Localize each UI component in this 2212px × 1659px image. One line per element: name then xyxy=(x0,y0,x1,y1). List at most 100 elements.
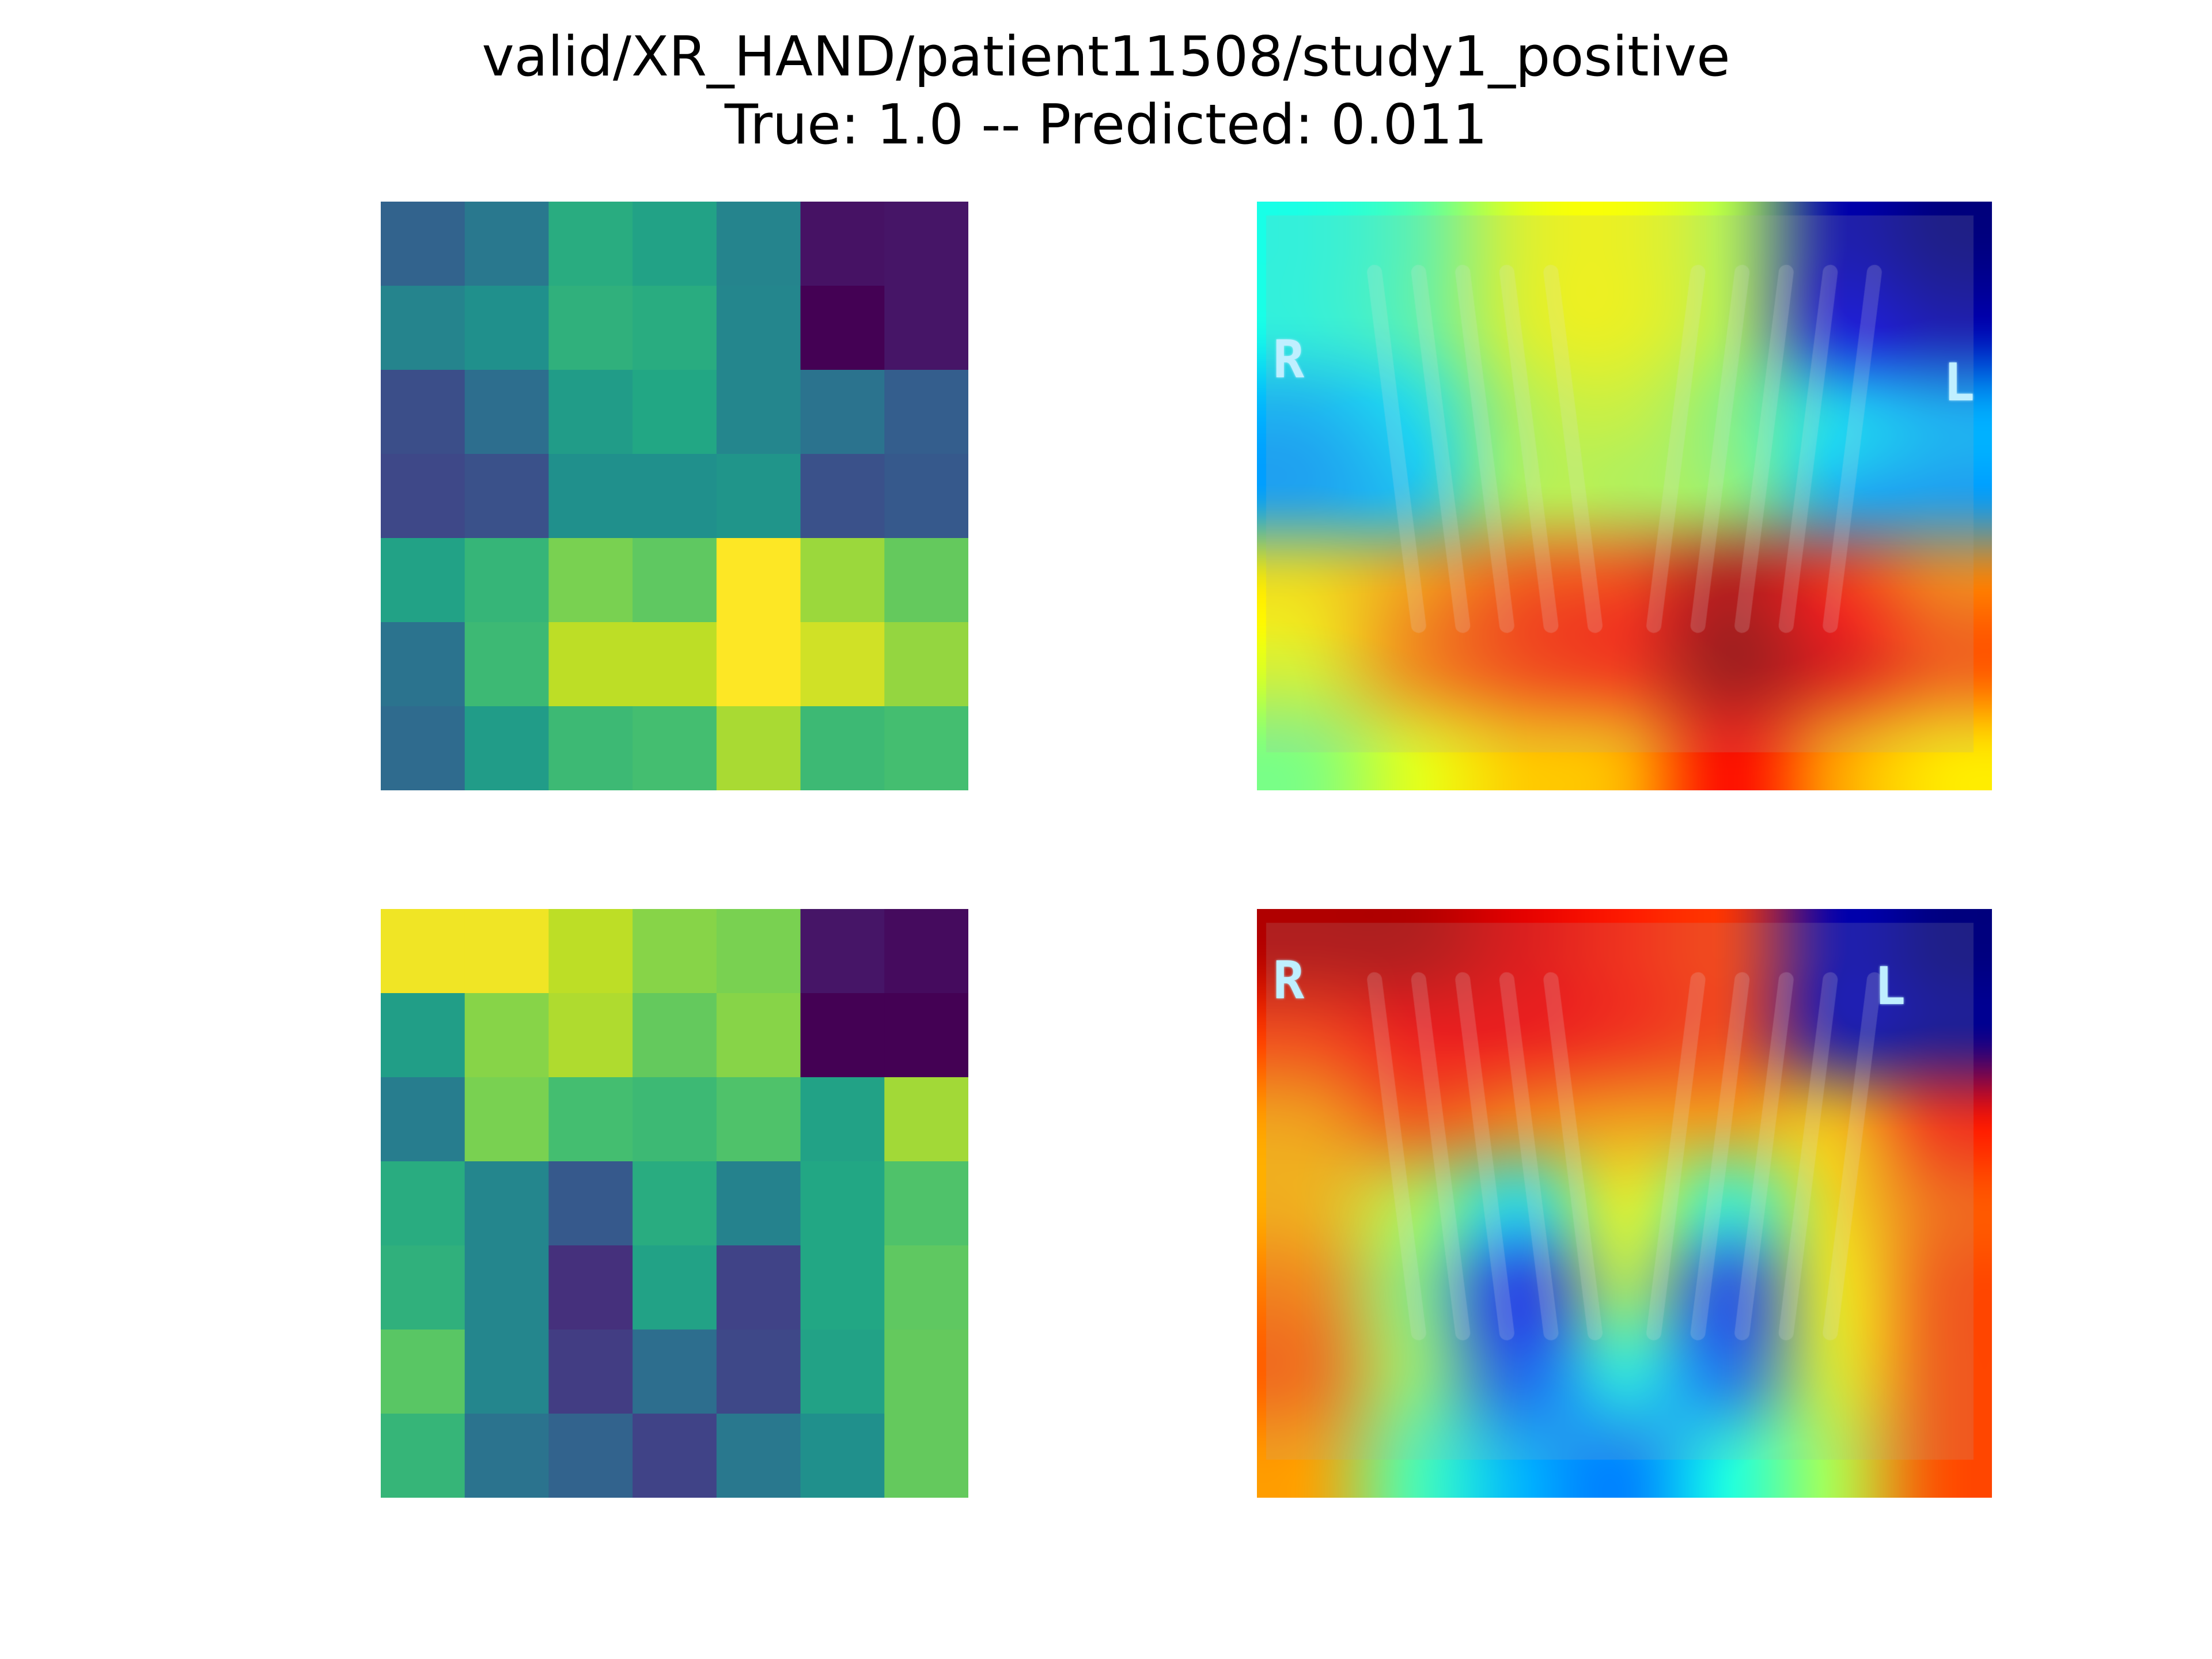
heatmap-bottom-left-cell-r2-c4 xyxy=(716,1077,801,1162)
heatmap-bottom-left-cell-r4-c3 xyxy=(632,1245,717,1330)
heatmap-bottom-left-cell-r0-c2 xyxy=(548,909,633,994)
heatmap-bottom-left-cell-r5-c4 xyxy=(716,1330,801,1414)
heatmap-top-left-cell-r5-c6 xyxy=(884,622,968,707)
heatmap-bottom-left-cell-r3-c0 xyxy=(381,1161,465,1246)
heatmap-bottom-left-cell-r6-c2 xyxy=(548,1414,633,1498)
heatmap-top-left-cell-r3-c2 xyxy=(548,454,633,539)
heatmap-top-left-cell-r2-c6 xyxy=(884,370,968,454)
heatmap-top-left-cell-r0-c2 xyxy=(548,202,633,286)
overlay-bottom-right-marker-r: R xyxy=(1273,950,1305,1011)
heatmap-top-left-cell-r4-c5 xyxy=(800,538,885,623)
heatmap-bottom-left-cell-r1-c0 xyxy=(381,993,465,1078)
heatmap-bottom-left-cell-r6-c1 xyxy=(464,1414,550,1498)
heatmap-top-left-cell-r4-c4 xyxy=(716,538,801,623)
heatmap-top-left-cell-r6-c4 xyxy=(716,706,801,790)
heatmap-top-left-cell-r6-c5 xyxy=(800,706,885,790)
heatmap-top-left-cell-r4-c2 xyxy=(548,538,633,623)
heatmap-top-left-cell-r5-c1 xyxy=(464,622,550,707)
heatmap-top-left-cell-r2-c1 xyxy=(464,370,550,454)
overlay-bottom-right-marker-l: L xyxy=(1874,956,1906,1017)
heatmap-top-left-cell-r4-c1 xyxy=(464,538,550,623)
heatmap-top-left-cell-r6-c3 xyxy=(632,706,717,790)
heatmap-bottom-left-cell-r5-c3 xyxy=(632,1330,717,1414)
heatmap-bottom-left xyxy=(381,909,968,1498)
heatmap-top-left-cell-r6-c0 xyxy=(381,706,465,790)
heatmap-bottom-left-cell-r0-c6 xyxy=(884,909,968,994)
heatmap-bottom-left-cell-r1-c6 xyxy=(884,993,968,1078)
overlay-top-right-marker-l: L xyxy=(1943,353,1975,413)
heatmap-bottom-left-cell-r6-c4 xyxy=(716,1414,801,1498)
heatmap-top-left-cell-r1-c2 xyxy=(548,286,633,370)
heatmap-bottom-left-cell-r2-c5 xyxy=(800,1077,885,1162)
heatmap-bottom-left-cell-r6-c3 xyxy=(632,1414,717,1498)
heatmap-top-left-cell-r6-c6 xyxy=(884,706,968,790)
heatmap-bottom-left-cell-r0-c5 xyxy=(800,909,885,994)
heatmap-top-left-cell-r4-c6 xyxy=(884,538,968,623)
heatmap-bottom-left-cell-r4-c4 xyxy=(716,1245,801,1330)
heatmap-bottom-left-cell-r6-c6 xyxy=(884,1414,968,1498)
heatmap-bottom-left-cell-r2-c1 xyxy=(464,1077,550,1162)
heatmap-top-left-cell-r5-c2 xyxy=(548,622,633,707)
figure-title: valid/XR_HAND/patient11508/study1_positi… xyxy=(0,23,2212,159)
heatmap-bottom-left-cell-r0-c4 xyxy=(716,909,801,994)
heatmap-top-left-cell-r0-c0 xyxy=(381,202,465,286)
heatmap-bottom-left-cell-r5-c0 xyxy=(381,1330,465,1414)
heatmap-bottom-left-cell-r0-c1 xyxy=(464,909,550,994)
heatmap-bottom-left-cell-r2-c2 xyxy=(548,1077,633,1162)
heatmap-top-left-cell-r3-c1 xyxy=(464,454,550,539)
heatmap-top-left-cell-r4-c3 xyxy=(632,538,717,623)
heatmap-top-left-cell-r6-c1 xyxy=(464,706,550,790)
heatmap-bottom-left-cell-r2-c0 xyxy=(381,1077,465,1162)
heatmap-bottom-left-cell-r2-c3 xyxy=(632,1077,717,1162)
heatmap-bottom-left-cell-r4-c2 xyxy=(548,1245,633,1330)
heatmap-top-left-cell-r0-c4 xyxy=(716,202,801,286)
heatmap-bottom-left-cell-r1-c5 xyxy=(800,993,885,1078)
heatmap-bottom-left-cell-r4-c5 xyxy=(800,1245,885,1330)
heatmap-top-left-cell-r5-c5 xyxy=(800,622,885,707)
heatmap-bottom-left-cell-r4-c1 xyxy=(464,1245,550,1330)
heatmap-bottom-left-cell-r3-c2 xyxy=(548,1161,633,1246)
heatmap-top-left-cell-r0-c5 xyxy=(800,202,885,286)
heatmap-bottom-left-cell-r5-c1 xyxy=(464,1330,550,1414)
heatmap-bottom-left-cell-r3-c5 xyxy=(800,1161,885,1246)
heatmap-top-left xyxy=(381,202,968,790)
heatmap-top-left-cell-r5-c4 xyxy=(716,622,801,707)
overlay-top-right-marker-r: R xyxy=(1273,329,1305,390)
heatmap-top-left-cell-r6-c2 xyxy=(548,706,633,790)
heatmap-bottom-left-cell-r6-c5 xyxy=(800,1414,885,1498)
overlay-bottom-right-heat xyxy=(1257,909,1992,1498)
heatmap-top-left-cell-r0-c1 xyxy=(464,202,550,286)
heatmap-top-left-cell-r4-c0 xyxy=(381,538,465,623)
heatmap-top-left-cell-r2-c0 xyxy=(381,370,465,454)
heatmap-bottom-left-cell-r4-c6 xyxy=(884,1245,968,1330)
heatmap-bottom-left-cell-r3-c1 xyxy=(464,1161,550,1246)
heatmap-bottom-left-cell-r5-c2 xyxy=(548,1330,633,1414)
heatmap-top-left-cell-r1-c0 xyxy=(381,286,465,370)
heatmap-top-left-cell-r1-c6 xyxy=(884,286,968,370)
heatmap-top-left-cell-r2-c3 xyxy=(632,370,717,454)
title-line-1: valid/XR_HAND/patient11508/study1_positi… xyxy=(482,25,1730,89)
heatmap-top-left-cell-r3-c6 xyxy=(884,454,968,539)
heatmap-top-left-cell-r1-c5 xyxy=(800,286,885,370)
heatmap-bottom-left-cell-r3-c4 xyxy=(716,1161,801,1246)
heatmap-bottom-left-cell-r6-c0 xyxy=(381,1414,465,1498)
heatmap-bottom-left-cell-r0-c3 xyxy=(632,909,717,994)
title-line-2: True: 1.0 -- Predicted: 0.011 xyxy=(724,93,1488,157)
heatmap-top-left-cell-r3-c3 xyxy=(632,454,717,539)
heatmap-top-left-cell-r0-c3 xyxy=(632,202,717,286)
heatmap-top-left-cell-r5-c3 xyxy=(632,622,717,707)
heatmap-top-left-cell-r2-c4 xyxy=(716,370,801,454)
heatmap-top-left-cell-r2-c2 xyxy=(548,370,633,454)
heatmap-top-left-cell-r1-c3 xyxy=(632,286,717,370)
heatmap-top-left-cell-r3-c0 xyxy=(381,454,465,539)
heatmap-bottom-left-cell-r4-c0 xyxy=(381,1245,465,1330)
heatmap-bottom-left-cell-r0-c0 xyxy=(381,909,465,994)
heatmap-top-left-cell-r5-c0 xyxy=(381,622,465,707)
heatmap-top-left-cell-r1-c4 xyxy=(716,286,801,370)
heatmap-top-left-cell-r3-c5 xyxy=(800,454,885,539)
heatmap-top-left-cell-r1-c1 xyxy=(464,286,550,370)
heatmap-bottom-left-cell-r1-c1 xyxy=(464,993,550,1078)
